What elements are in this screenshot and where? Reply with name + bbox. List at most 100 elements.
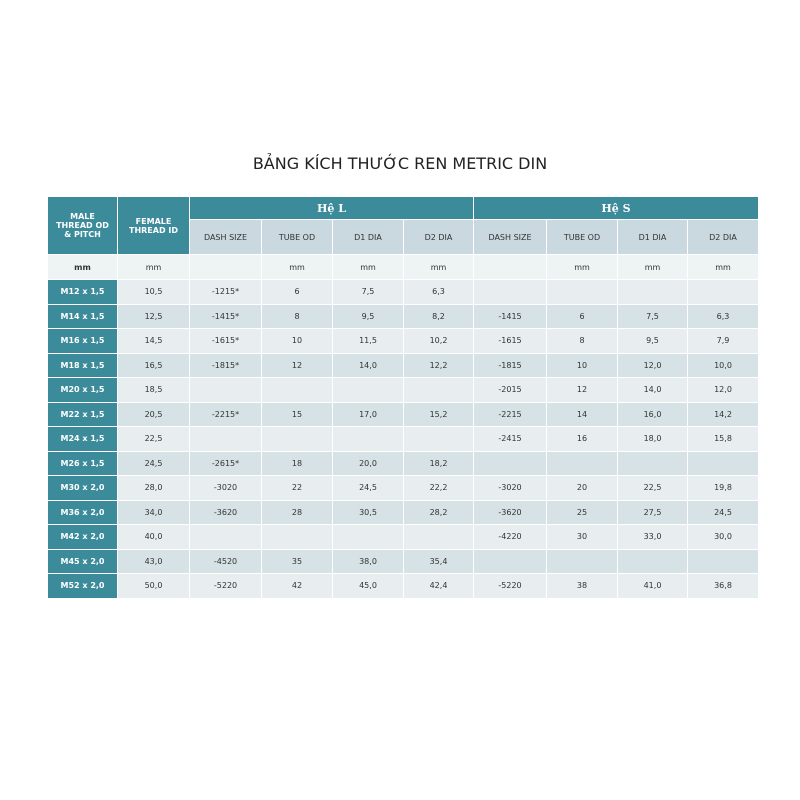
table-cell: 8,2 — [404, 304, 474, 329]
row-label: M24 x 1,5 — [48, 427, 118, 452]
row-label: M42 x 2,0 — [48, 525, 118, 550]
column-header: D2 DIA — [404, 220, 474, 255]
title: BẢNG KÍCH THƯỚC REN METRIC DIN — [252, 154, 548, 173]
table-cell: 18 — [262, 451, 333, 476]
table-cell: 38,0 — [333, 549, 404, 574]
table-cell: 15 — [262, 402, 333, 427]
table-cell: 12,2 — [404, 353, 474, 378]
table-cell: 15,2 — [404, 402, 474, 427]
table-cell — [404, 427, 474, 452]
table-cell — [547, 451, 618, 476]
table-cell: 18,2 — [404, 451, 474, 476]
table-cell: -2215* — [190, 402, 262, 427]
table-cell — [404, 525, 474, 550]
table-cell: 20,5 — [118, 402, 190, 427]
column-header: TUBE OD — [547, 220, 618, 255]
table-cell: 22,2 — [404, 476, 474, 501]
table-cell: 28,2 — [404, 500, 474, 525]
table-cell — [618, 280, 688, 305]
table-cell: -2015 — [474, 378, 547, 403]
table-cell: -3020 — [474, 476, 547, 501]
table-cell: 12,0 — [688, 378, 759, 403]
unit-cell — [190, 255, 262, 280]
table-cell: -1415 — [474, 304, 547, 329]
table-cell — [547, 549, 618, 574]
row-label: M26 x 1,5 — [48, 451, 118, 476]
table-cell: 40,0 — [118, 525, 190, 550]
table-cell: 7,5 — [333, 280, 404, 305]
table-cell — [262, 378, 333, 403]
table-cell: 24,5 — [688, 500, 759, 525]
table-cell: -1615 — [474, 329, 547, 354]
table-cell: 15,8 — [688, 427, 759, 452]
table-cell — [688, 451, 759, 476]
table-cell: 28 — [262, 500, 333, 525]
table-cell: 24,5 — [118, 451, 190, 476]
table-cell: 9,5 — [333, 304, 404, 329]
unit-cell: mm — [688, 255, 759, 280]
table-cell: 24,5 — [333, 476, 404, 501]
unit-cell: mm — [333, 255, 404, 280]
table-cell: -3020 — [190, 476, 262, 501]
table-cell: 6 — [262, 280, 333, 305]
column-header: D1 DIA — [618, 220, 688, 255]
table-cell: 42 — [262, 574, 333, 599]
table-cell: -2615* — [190, 451, 262, 476]
table-cell: 34,0 — [118, 500, 190, 525]
table-cell — [333, 427, 404, 452]
row-label: M12 x 1,5 — [48, 280, 118, 305]
table-cell: 14,0 — [618, 378, 688, 403]
row-label: M14 x 1,5 — [48, 304, 118, 329]
table-cell: 20,0 — [333, 451, 404, 476]
unit-cell: mm — [618, 255, 688, 280]
table-cell — [618, 549, 688, 574]
row-label: M20 x 1,5 — [48, 378, 118, 403]
table-cell — [547, 280, 618, 305]
table-cell: -2415 — [474, 427, 547, 452]
table-cell: -5220 — [474, 574, 547, 599]
unit-cell: mm — [262, 255, 333, 280]
table-cell: 45,0 — [333, 574, 404, 599]
table-cell: 12 — [262, 353, 333, 378]
table-cell: 30 — [547, 525, 618, 550]
table-cell: 35 — [262, 549, 333, 574]
row-label: M52 x 2,0 — [48, 574, 118, 599]
table-cell: 12,5 — [118, 304, 190, 329]
table-cell: 50,0 — [118, 574, 190, 599]
table-cell — [474, 280, 547, 305]
column-header: D1 DIA — [333, 220, 404, 255]
unit-cell — [474, 255, 547, 280]
table-cell: 10 — [262, 329, 333, 354]
table-cell: -5220 — [190, 574, 262, 599]
column-header: DASH SIZE — [190, 220, 262, 255]
table-cell: 10,2 — [404, 329, 474, 354]
table-cell — [474, 451, 547, 476]
row-label: M45 x 2,0 — [48, 549, 118, 574]
table-cell: -1815* — [190, 353, 262, 378]
table-cell: 7,9 — [688, 329, 759, 354]
table-cell: 10,5 — [118, 280, 190, 305]
table-cell: -1215* — [190, 280, 262, 305]
table-cell: 30,0 — [688, 525, 759, 550]
group-header: Hệ L — [190, 197, 474, 220]
unit-cell: mm — [48, 255, 118, 280]
table-cell: -1415* — [190, 304, 262, 329]
table-cell: 22,5 — [618, 476, 688, 501]
table-cell: 20 — [547, 476, 618, 501]
table-cell: 6 — [547, 304, 618, 329]
table-cell — [333, 378, 404, 403]
table-cell: 12,0 — [618, 353, 688, 378]
female-header: FEMALE THREAD ID — [118, 197, 190, 255]
table-cell: 35,4 — [404, 549, 474, 574]
row-label: M18 x 1,5 — [48, 353, 118, 378]
table-cell: 36,8 — [688, 574, 759, 599]
table-cell: 14,5 — [118, 329, 190, 354]
table-cell — [618, 451, 688, 476]
table-cell: 14 — [547, 402, 618, 427]
table-cell: 42,4 — [404, 574, 474, 599]
table-cell — [190, 378, 262, 403]
table-cell: 25 — [547, 500, 618, 525]
table-cell: 8 — [262, 304, 333, 329]
table-cell: 14,2 — [688, 402, 759, 427]
